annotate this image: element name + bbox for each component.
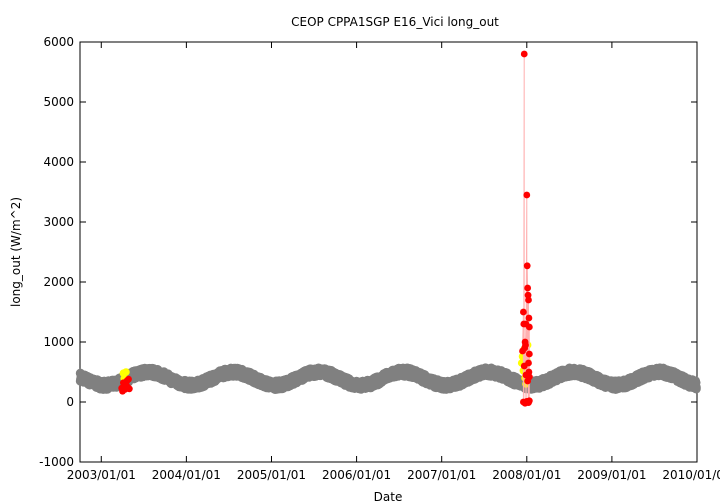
- y-axis-label: long_out (W/m^2): [9, 197, 23, 307]
- y-axis: -1000 0 1000 2000 3000 4000 5000 6000: [39, 35, 697, 469]
- x-axis: 2003/01/01 2004/01/01 2005/01/01 2006/01/01…: [67, 42, 720, 482]
- bad-point: [519, 308, 527, 316]
- bad-point: [520, 50, 528, 58]
- plot-frame: [79, 41, 698, 463]
- y-tick-label: 4000: [43, 155, 74, 169]
- bad-point: [525, 314, 533, 322]
- bad-point: [523, 191, 531, 199]
- bad-point: [524, 284, 532, 292]
- y-tick-label: 3000: [43, 215, 74, 229]
- x-tick-label: 2005/01/01: [237, 468, 306, 482]
- y-tick-label: 5000: [43, 95, 74, 109]
- x-tick-label: 2010/01/01: [662, 468, 720, 482]
- x-tick-label: 2009/01/01: [577, 468, 646, 482]
- y-tick-label: 2000: [43, 275, 74, 289]
- bad-point: [525, 323, 533, 331]
- bad-point: [125, 375, 132, 383]
- chart-title: CEOP CPPA1SGP E16_Vici long_out: [291, 15, 499, 29]
- y-tick-label: 1000: [43, 335, 74, 349]
- series-bad: [118, 50, 533, 407]
- y-tick-label: 6000: [43, 35, 74, 49]
- y-tick-label: -1000: [39, 455, 74, 469]
- y-tick-label: 0: [66, 395, 74, 409]
- x-tick-label: 2007/01/01: [407, 468, 476, 482]
- bad-point: [525, 296, 532, 304]
- good-point: [691, 384, 701, 394]
- x-tick-label: 2004/01/01: [152, 468, 221, 482]
- bad-point: [522, 341, 529, 349]
- x-tick-label: 2008/01/01: [492, 468, 561, 482]
- bad-point: [525, 397, 533, 405]
- bad-point: [525, 373, 533, 381]
- bad-point: [525, 359, 532, 367]
- x-tick-label: 2003/01/01: [67, 468, 136, 482]
- series-good: [75, 363, 701, 394]
- x-tick-label: 2006/01/01: [322, 468, 391, 482]
- x-axis-label: Date: [374, 490, 403, 504]
- bad-point: [525, 350, 533, 358]
- bad-point: [523, 262, 531, 270]
- bad-point: [125, 385, 133, 393]
- questionable-point: [122, 368, 130, 376]
